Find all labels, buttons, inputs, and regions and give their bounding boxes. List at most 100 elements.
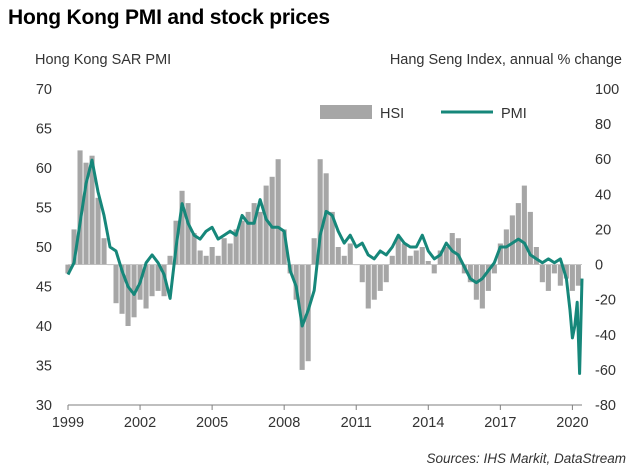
hsi-bar [191,233,197,265]
left-tick-label: 35 [36,359,52,375]
right-tick-label: 20 [595,222,611,238]
hsi-bar [317,159,323,265]
x-tick-label: 2002 [124,415,156,431]
hsi-bar [227,243,233,265]
hsi-bar [359,264,365,283]
hsi-bar [113,264,119,304]
hsi-bar [383,264,389,283]
left-tick-label: 60 [36,161,52,177]
hsi-bar [485,264,491,291]
x-tick-label: 2020 [556,415,588,431]
hsi-bars [65,150,581,370]
hsi-bar [545,264,551,291]
hsi-bar [389,255,395,265]
hsi-bar [239,220,245,265]
hsi-bar [431,264,437,274]
hsi-bar [437,250,443,265]
hsi-bar [65,264,71,274]
hsi-bar [149,264,155,297]
hsi-bar [215,255,221,265]
right-tick-label: 80 [595,117,611,133]
left-tick-label: 55 [36,201,52,217]
legend-hsi-label: HSI [380,106,404,122]
x-tick-label: 2014 [412,415,444,431]
hsi-bar [347,243,353,265]
hsi-bar [323,173,329,265]
hsi-bar [311,238,317,265]
hsi-bar [251,203,257,265]
hsi-bar [71,229,77,265]
hsi-bar [233,229,239,265]
hsi-bar [263,185,269,265]
hsi-bar [89,155,95,265]
hsi-bar [371,264,377,300]
x-tick-label: 2008 [268,415,300,431]
hsi-bar [209,247,215,265]
hsi-bar [557,264,563,286]
hsi-bar [335,247,341,265]
hsi-bar [131,264,137,318]
hsi-bar [281,229,287,265]
right-tick-label: 60 [595,152,611,168]
hsi-bar [329,211,335,265]
hsi-bar [119,264,125,314]
hsi-bar [77,150,83,265]
right-tick-label: -20 [595,293,616,309]
hsi-bar [515,203,521,265]
x-tick-label: 2011 [341,415,372,431]
hsi-bar [539,264,545,283]
hsi-bar [527,211,533,265]
right-axis-title: Hang Seng Index, annual % change [389,52,622,68]
hsi-bar [245,211,251,265]
right-tick-label: 100 [595,82,619,98]
hsi-bar [341,255,347,265]
hsi-bar [275,159,281,265]
hsi-bar [479,264,485,309]
hsi-bar [95,197,101,265]
hsi-bar [407,255,413,265]
hsi-bar [167,255,173,265]
left-tick-label: 50 [36,240,52,256]
hsi-bar [509,215,515,265]
right-tick-label: -80 [595,398,616,414]
hsi-bar [563,264,569,279]
x-tick-label: 2017 [484,415,516,431]
hsi-bar [143,264,149,309]
hsi-bar [443,247,449,265]
hsi-bar [395,238,401,265]
legend: HSI PMI [320,105,527,122]
hsi-bar [377,264,383,291]
hsi-bar [185,203,191,265]
source-note: Sources: IHS Markit, DataStream [426,451,626,466]
hsi-bar [269,176,275,265]
legend-pmi-label: PMI [501,106,527,122]
hsi-bar [425,261,431,265]
hsi-bar [551,264,557,274]
hsi-bar [101,238,107,265]
left-tick-label: 65 [36,122,52,138]
hsi-bar [179,190,185,265]
hsi-bar [491,264,497,274]
x-tick-label: 1999 [52,415,84,431]
hsi-bar [569,264,575,291]
hsi-bar [467,264,473,283]
left-axis-title: Hong Kong SAR PMI [35,52,172,68]
hsi-bar [365,264,371,309]
right-tick-label: 40 [595,187,611,203]
left-tick-label: 70 [36,82,52,98]
pmi-line [66,158,584,375]
left-tick-label: 30 [36,398,52,414]
hsi-bar [401,243,407,265]
hsi-bar [197,250,203,265]
hsi-bar [203,255,209,265]
hsi-bar [455,238,461,265]
right-tick-label: 0 [595,258,603,274]
hsi-bar [497,243,503,265]
hsi-bar [221,238,227,265]
hsi-bar [83,162,89,265]
right-tick-label: -60 [595,363,616,379]
hsi-bar [575,264,581,286]
hsi-bar [257,211,263,265]
x-tick-label: 2005 [196,415,228,431]
left-tick-label: 45 [36,280,52,296]
